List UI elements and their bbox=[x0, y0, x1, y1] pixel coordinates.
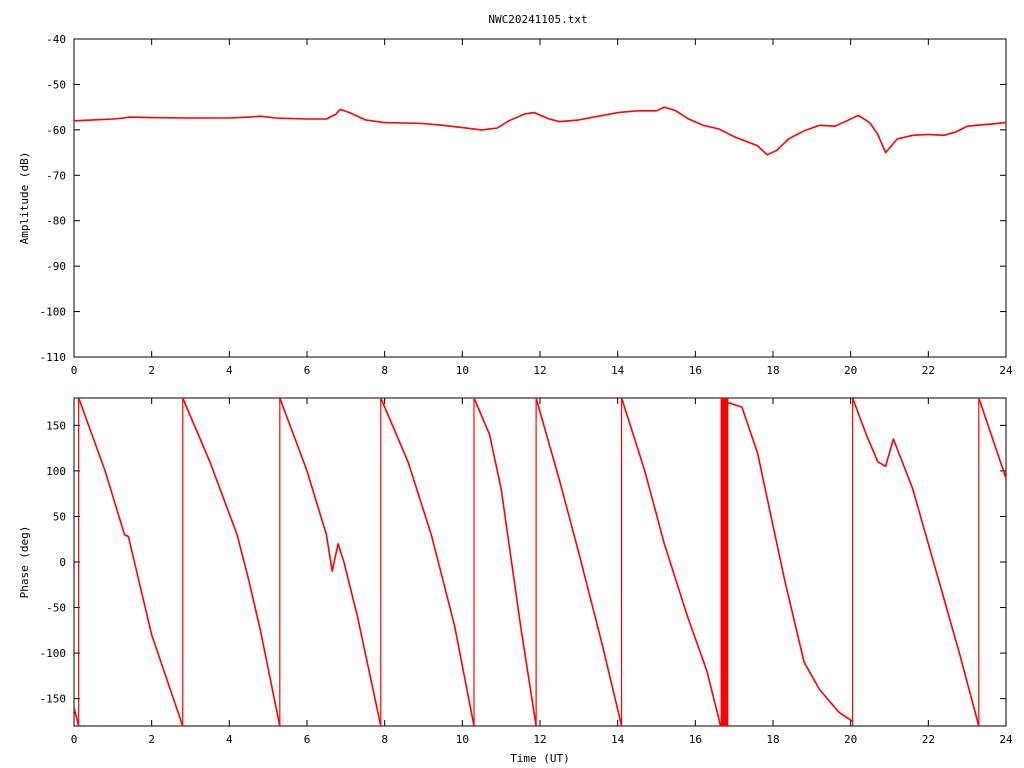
phase-panel: 0 2 4 6 8 10 12 14 16 18 20 22 24 150100500-50-100-1… bbox=[18, 397, 1013, 765]
phase-trace-segment bbox=[620, 397, 722, 727]
phase-x-axis: 0 2 4 6 8 10 12 14 16 18 20 22 24 bbox=[71, 398, 1013, 746]
phase-trace-segment bbox=[73, 707, 80, 727]
amplitude-y-tick-label: -110 bbox=[40, 351, 67, 364]
phase-trace-segment bbox=[978, 397, 1007, 479]
chart-title: NWC20241105.txt bbox=[488, 13, 587, 26]
phase-series bbox=[73, 397, 1007, 727]
amplitude-y-tick-label: -50 bbox=[46, 78, 66, 91]
phase-y-tick-label: -100 bbox=[40, 647, 67, 660]
phase-y-tick-label: -50 bbox=[46, 602, 66, 615]
amplitude-panel: 0 2 4 6 8 10 12 14 16 18 20 22 24 -40-50-60-70-80-90… bbox=[18, 33, 1013, 377]
amplitude-y-tick-label: -90 bbox=[46, 260, 66, 273]
amplitude-y-tick-label: -100 bbox=[40, 306, 67, 319]
phase-x-tick-label: 14 bbox=[611, 733, 625, 746]
phase-x-tick-label: 2 bbox=[148, 733, 155, 746]
amplitude-x-tick-label: 22 bbox=[922, 364, 935, 377]
phase-x-tick-label: 0 bbox=[71, 733, 78, 746]
amplitude-x-tick-label: 14 bbox=[611, 364, 625, 377]
phase-trace-segment bbox=[380, 397, 475, 727]
amplitude-y-tick-label: -60 bbox=[46, 124, 66, 137]
phase-y-tick-label: 100 bbox=[46, 465, 66, 478]
amplitude-x-axis: 0 2 4 6 8 10 12 14 16 18 20 22 24 bbox=[71, 39, 1013, 377]
amplitude-y-tick-label: -40 bbox=[46, 33, 66, 46]
amplitude-x-tick-label: 16 bbox=[689, 364, 702, 377]
amplitude-y-axis: -40 -50 -60 -70 -80 -90 -100 -110 bbox=[40, 33, 1006, 364]
phase-x-tick-label: 16 bbox=[689, 733, 702, 746]
phase-y-tick-label: -150 bbox=[40, 693, 67, 706]
phase-trace-segment bbox=[77, 397, 184, 727]
phase-y-label: Phase (deg) bbox=[18, 526, 31, 599]
amplitude-x-tick-label: 8 bbox=[381, 364, 388, 377]
amplitude-x-tick-label: 10 bbox=[456, 364, 469, 377]
amplitude-x-tick-label: 4 bbox=[226, 364, 233, 377]
amplitude-series bbox=[73, 106, 1007, 156]
amplitude-x-tick-label: 6 bbox=[304, 364, 311, 377]
phase-x-label: Time (UT) bbox=[510, 752, 570, 765]
phase-trace-segment bbox=[473, 397, 537, 727]
phase-trace-segment bbox=[851, 397, 980, 727]
amplitude-y-tick-label: -70 bbox=[46, 169, 66, 182]
phase-x-tick-label: 20 bbox=[844, 733, 857, 746]
phase-y-axis: 150 100 50 0 -50 -100 -150 bbox=[40, 419, 1006, 706]
phase-trace-segment bbox=[535, 397, 623, 727]
phase-noise-band bbox=[720, 398, 729, 726]
phase-x-tick-label: 24 bbox=[999, 733, 1013, 746]
amplitude-x-tick-label: 20 bbox=[844, 364, 857, 377]
amplitude-y-label: Amplitude (dB) bbox=[18, 152, 31, 245]
amplitude-trace bbox=[73, 106, 1007, 156]
phase-x-tick-label: 22 bbox=[922, 733, 935, 746]
amplitude-y-tick-label: -80 bbox=[46, 215, 66, 228]
phase-trace-segment bbox=[181, 397, 281, 727]
phase-x-tick-label: 10 bbox=[456, 733, 469, 746]
amplitude-x-tick-label: 12 bbox=[533, 364, 546, 377]
phase-x-tick-label: 4 bbox=[226, 733, 233, 746]
phase-x-tick-label: 8 bbox=[381, 733, 388, 746]
amplitude-x-tick-label: 18 bbox=[766, 364, 779, 377]
phase-y-tick-label: 50 bbox=[53, 510, 66, 523]
phase-x-tick-label: 18 bbox=[766, 733, 779, 746]
amplitude-x-tick-label: 24 bbox=[999, 364, 1013, 377]
phase-x-tick-label: 6 bbox=[304, 733, 311, 746]
phase-y-tick-label: 150 bbox=[46, 419, 66, 432]
phase-trace-segment bbox=[279, 397, 382, 727]
amplitude-x-tick-label: 0 bbox=[71, 364, 78, 377]
phase-x-tick-label: 12 bbox=[533, 733, 546, 746]
phase-y-tick-label: 0 bbox=[59, 556, 66, 569]
amplitude-x-tick-label: 2 bbox=[148, 364, 155, 377]
phase-trace-segment bbox=[728, 401, 854, 723]
